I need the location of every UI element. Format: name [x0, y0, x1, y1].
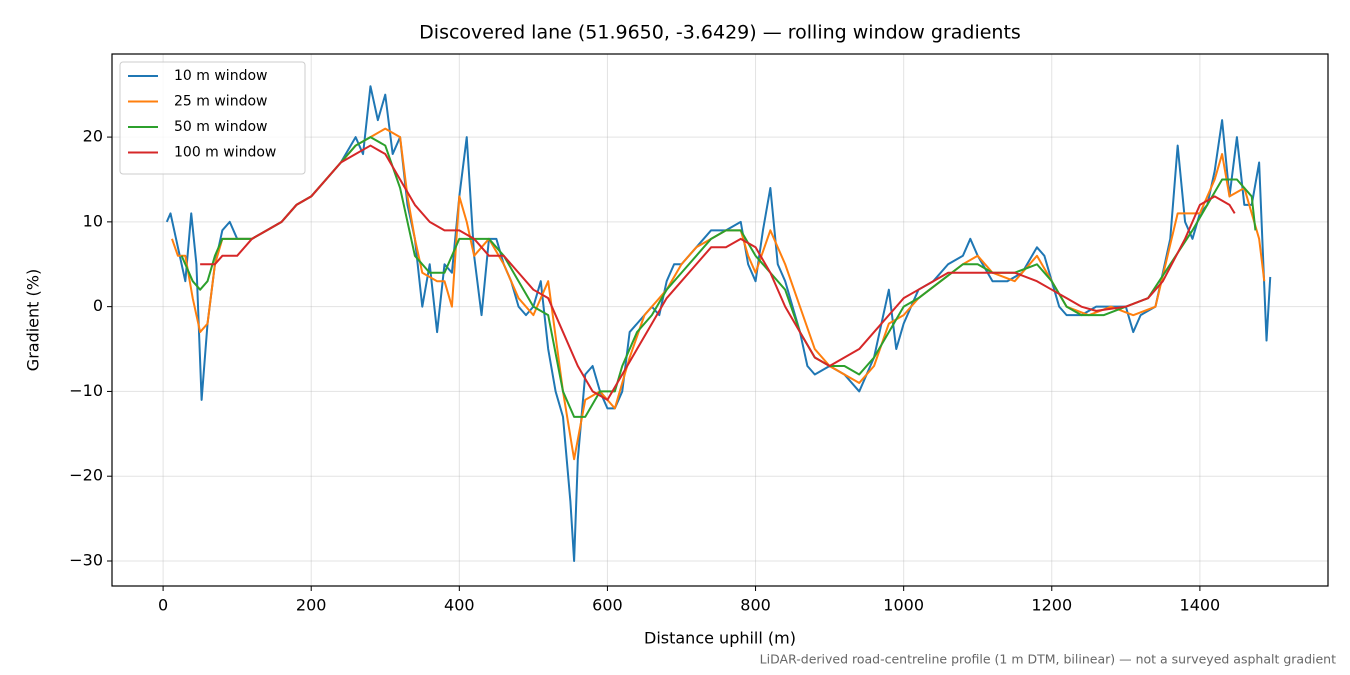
y-tick-label: −10 — [69, 381, 103, 400]
series-line — [180, 136, 1257, 418]
legend-label: 50 m window — [174, 119, 267, 135]
legend-box — [119, 61, 306, 175]
y-tick-label: −30 — [69, 550, 103, 569]
y-tick-label: −20 — [69, 466, 103, 485]
legend-label: 10 m window — [174, 68, 267, 84]
legend-label: 100 m window — [174, 145, 276, 161]
x-tick-label: 600 — [592, 596, 623, 615]
x-tick-label: 400 — [444, 596, 475, 615]
x-axis-label: Distance uphill (m) — [644, 629, 796, 648]
legend-label: 25 m window — [174, 94, 267, 110]
y-tick-label: 20 — [83, 127, 103, 146]
legend: 10 m window 25 m window 50 m window 100 m w… — [119, 61, 306, 175]
y-tick-label: 0 — [93, 296, 103, 315]
chart-title: Discovered lane (51.9650, -3.6429) — rol… — [419, 22, 1021, 44]
series-line — [171, 127, 1266, 461]
y-tick-label: 10 — [83, 211, 103, 230]
series-line — [200, 144, 1236, 401]
plot-frame — [111, 53, 1329, 587]
x-tick-label: 800 — [740, 596, 771, 615]
x-tick-label: 1200 — [1031, 596, 1072, 615]
x-tick-label: 0 — [158, 596, 168, 615]
x-tick-label: 1000 — [883, 596, 924, 615]
series-line — [165, 85, 1272, 562]
footnote: LiDAR-derived road-centreline profile (1… — [760, 652, 1336, 667]
x-tick-label: 1400 — [1180, 596, 1221, 615]
x-tick-label: 200 — [296, 596, 327, 615]
y-axis-label: Gradient (%) — [24, 269, 43, 371]
